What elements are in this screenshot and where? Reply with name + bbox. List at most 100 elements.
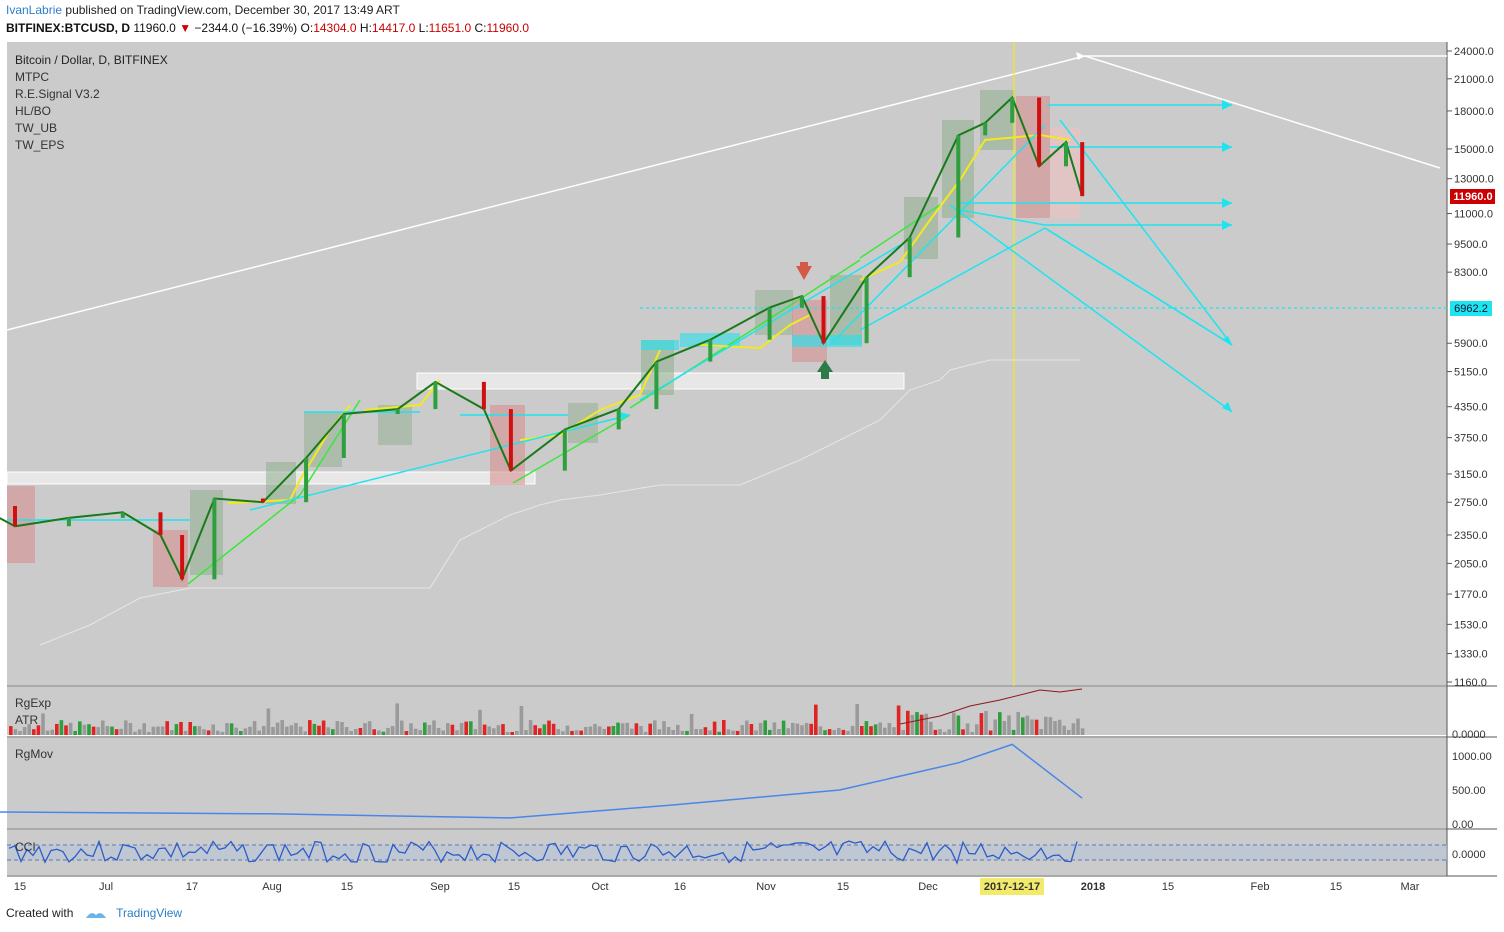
volume-bar xyxy=(165,721,169,735)
volume-bar xyxy=(160,726,165,735)
price-candle xyxy=(481,381,486,410)
volume-bar xyxy=(860,726,864,735)
volume-bar xyxy=(639,726,643,735)
volume-bar xyxy=(703,727,708,735)
price-candle xyxy=(983,122,988,136)
volume-bar xyxy=(455,730,459,735)
author-link[interactable]: IvanLabrie xyxy=(6,3,63,17)
volume-bar xyxy=(538,728,542,735)
volume-bar xyxy=(648,723,652,735)
price-candle xyxy=(395,409,400,414)
volume-bar xyxy=(942,731,947,735)
price-candle xyxy=(1064,142,1068,167)
volume-bar xyxy=(763,720,767,735)
volume-bar xyxy=(367,721,372,735)
cci-series xyxy=(8,839,1078,865)
time-tick-label: 17 xyxy=(186,881,198,893)
time-tick-label: Oct xyxy=(591,881,608,893)
price-candle xyxy=(562,429,567,471)
tradingview-link[interactable]: TradingView xyxy=(116,906,183,920)
volume-bar xyxy=(809,723,813,735)
open-value: 14304.0 xyxy=(313,21,357,35)
volume-bar xyxy=(335,721,340,735)
volume-bar xyxy=(699,729,703,735)
volume-bar xyxy=(381,731,386,735)
volume-bar xyxy=(59,720,64,735)
volume-bar xyxy=(73,731,77,735)
volume-bar xyxy=(275,722,280,735)
volume-bar xyxy=(965,723,970,735)
volume-bar xyxy=(340,722,344,735)
volume-bar xyxy=(846,730,850,735)
volume-bar xyxy=(556,729,560,735)
level-badge xyxy=(1450,301,1492,316)
volume-bar xyxy=(9,726,13,735)
price-axis[interactable] xyxy=(1447,42,1497,875)
legend-indicator: HL/BO xyxy=(15,104,51,118)
time-axis[interactable] xyxy=(7,877,1447,896)
time-tick-label: 2017-12-17 xyxy=(984,881,1040,893)
volume-bar xyxy=(211,724,215,735)
volume-bar xyxy=(1007,715,1011,735)
volume-bar xyxy=(220,731,225,735)
time-tick-label: 15 xyxy=(1162,881,1174,893)
volume-bar xyxy=(827,729,832,735)
volume-bar xyxy=(933,729,938,735)
atr-pane-label: ATR xyxy=(15,713,38,727)
price-tick-label: 3150.0 xyxy=(1454,469,1488,481)
volume-bar xyxy=(754,730,758,735)
volume-bar xyxy=(280,720,284,735)
volume-bar xyxy=(1080,728,1085,735)
down-arrow-icon: ▼ xyxy=(179,21,192,35)
volume-bar xyxy=(225,723,229,735)
volume-bar xyxy=(800,725,804,735)
price-candle xyxy=(304,458,309,503)
volume-bar xyxy=(50,729,54,735)
volume-bar xyxy=(901,729,905,735)
volume-bar xyxy=(197,726,202,735)
symbol-label: BITFINEX:BTCUSD, D xyxy=(6,21,130,35)
price-tick-label: 5900.0 xyxy=(1454,338,1488,350)
volume-bar xyxy=(1071,723,1076,735)
volume-bar xyxy=(298,726,303,735)
rgmov-pane[interactable] xyxy=(7,738,1447,828)
cci-pane-label: CCI xyxy=(15,840,36,854)
volume-bar xyxy=(18,731,22,735)
volume-bar xyxy=(492,728,496,735)
volume-bar xyxy=(561,731,565,735)
price-tick-label: 1330.0 xyxy=(1454,649,1488,661)
time-tick-label: 2018 xyxy=(1081,881,1105,893)
volume-bar xyxy=(289,725,294,735)
publisher-line: IvanLabrie published on TradingView.com,… xyxy=(6,3,400,17)
volume-bar xyxy=(988,730,993,735)
volume-bar xyxy=(979,713,984,735)
volume-bar xyxy=(22,727,27,735)
change-value: −2344.0 (−16.39%) xyxy=(194,21,298,35)
sell-signal-icon xyxy=(796,266,812,280)
volume-bar xyxy=(110,726,114,735)
volume-bar xyxy=(883,727,887,735)
volume-bar xyxy=(873,724,878,735)
price-pane[interactable] xyxy=(7,42,1447,685)
volume-bar xyxy=(257,730,261,735)
volume-bar xyxy=(358,728,363,735)
volume-bar xyxy=(602,728,606,735)
volume-bar xyxy=(183,731,188,735)
chart-canvas[interactable]: Bitcoin / Dollar, D, BITFINEX MTPC R.E.S… xyxy=(0,40,1504,898)
volume-bar xyxy=(308,720,312,735)
volume-bar xyxy=(321,720,326,735)
volume-bar xyxy=(101,720,105,735)
volume-bar xyxy=(229,723,234,735)
volume-bar xyxy=(772,722,777,735)
volume-bar xyxy=(386,727,390,735)
price-tick-label: 2050.0 xyxy=(1454,558,1488,570)
volume-bar xyxy=(294,723,298,735)
price-candle xyxy=(654,361,659,410)
rgmov-series xyxy=(0,743,1083,819)
legend-title: Bitcoin / Dollar, D, BITFINEX xyxy=(15,53,168,67)
volume-bar xyxy=(758,722,763,735)
price-tick-label: 18000.0 xyxy=(1454,106,1494,118)
volume-pane[interactable] xyxy=(7,687,1447,735)
volume-bar xyxy=(671,730,675,735)
volume-bar xyxy=(680,730,685,735)
